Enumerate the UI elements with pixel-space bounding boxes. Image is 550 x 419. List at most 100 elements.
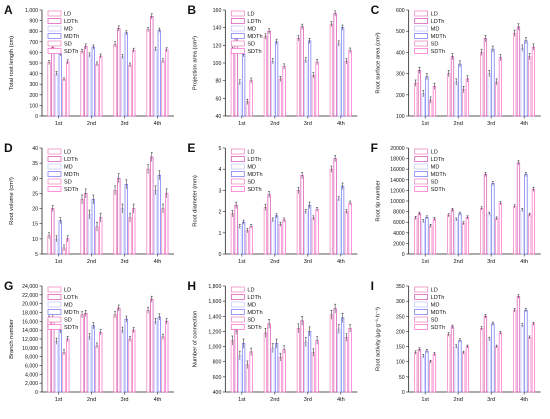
bar-MDTh-1st (58, 329, 62, 393)
panel-letter: G (4, 279, 13, 293)
panel-E: E 0 1 2 3 4 5 Root diameter (mm) 1st 2nd 3rd 4th LDL… (187, 141, 358, 265)
legend-label-LD: LD (247, 288, 254, 294)
bar-SDTh-3rd (498, 57, 503, 117)
x-tick-label: 3rd (304, 397, 312, 403)
bar-MDTh-2nd (458, 213, 462, 255)
bar-SD-1st (429, 225, 433, 255)
y-tick-label: 20,000 (22, 302, 38, 308)
legend-swatch-MD (47, 301, 62, 308)
x-tick-label: 4th (337, 259, 345, 265)
bar-LDTh-4th (150, 16, 154, 117)
bar-SD-1st (245, 364, 249, 393)
legend-swatch-SD (414, 40, 429, 47)
x-tick-label: 4th (520, 259, 528, 265)
bar-MD-2nd (271, 219, 275, 255)
bar-LDTh-1st (51, 208, 55, 255)
bar-MDTh-2nd (458, 340, 462, 393)
bar-MDTh-4th (524, 309, 528, 393)
legend-swatch-SD (230, 40, 245, 47)
x-tick-label: 1st (421, 259, 429, 265)
bar-MDTh-4th (524, 40, 528, 117)
bar-MDTh-2nd (458, 63, 462, 117)
x-tick-label: 3rd (120, 397, 128, 403)
bar-LD-1st (414, 82, 418, 117)
x-tick-label: 2nd (270, 121, 279, 127)
bar-SD-3rd (495, 346, 499, 393)
legend-label-SD: SD (247, 318, 255, 324)
bar-MDTh-1st (58, 220, 62, 255)
legend-label-SDTh: SDTh (247, 187, 261, 193)
y-tick-label: 20000 (390, 146, 405, 152)
legend-swatch-SDTh (47, 48, 62, 54)
x-tick-label: 3rd (120, 259, 128, 265)
panel-G: G 0 2,000 4,000 6,000 8,000 10,000 12,000 14,000… (4, 279, 174, 403)
y-tick-label: 18000 (390, 157, 405, 163)
legend-label-LDTh: LDTh (64, 157, 78, 163)
bar-MDTh-1st (241, 53, 246, 117)
panel-letter: B (187, 3, 196, 17)
bar-SDTh-4th (348, 328, 352, 393)
bar-SD-2nd (462, 89, 466, 117)
bar-SDTh-1st (432, 218, 437, 255)
bar-SDTh-2nd (282, 219, 286, 255)
bar-SDTh-2nd (99, 217, 103, 255)
bar-MD-1st (421, 93, 425, 117)
legend-label-MDTh: MDTh (64, 34, 79, 40)
legend-label-MDTh: MDTh (64, 310, 79, 316)
bar-MDTh-4th (524, 174, 528, 255)
y-tick-label: 1 (218, 231, 221, 237)
bar-SD-2nd (95, 63, 99, 117)
bar-LDTh-1st (417, 349, 422, 393)
bar-LDTh-3rd (483, 38, 488, 117)
bar-MD-4th (337, 328, 341, 393)
y-tick-label: 400 (396, 50, 405, 56)
bar-MD-3rd (487, 338, 491, 393)
bar-LDTh-2nd (267, 30, 271, 117)
panel-B: B 40 60 80 100 120 140 160 Projection area (cm²)… (187, 3, 358, 127)
bar-MD-4th (337, 43, 341, 117)
y-tick-label: 300 (396, 299, 405, 305)
bar-LDTh-3rd (300, 320, 304, 393)
y-axis-label: Root diameter (mm) (192, 175, 198, 227)
legend-label-SDTh: SDTh (431, 325, 445, 331)
legend-swatch-MD (414, 163, 429, 170)
bar-SD-4th (344, 211, 348, 255)
bar-SD-1st (429, 361, 433, 393)
bar-LD-3rd (113, 44, 117, 117)
bar-LD-3rd (480, 208, 484, 255)
bar-LDTh-1st (51, 47, 55, 117)
legend-swatch-LDTh (230, 156, 245, 162)
legend-label-MD: MD (64, 303, 73, 309)
legend-swatch-LD (230, 286, 245, 293)
y-tick-label: 900 (29, 19, 38, 25)
legend-swatch-MD (230, 163, 245, 170)
panel-F: F 0 2000 4000 6000 8000 10000 12000 14000 16000 18… (371, 141, 541, 265)
y-tick-label: 600 (29, 50, 38, 56)
bar-MDTh-1st (241, 343, 246, 393)
y-tick-label: 150 (396, 345, 405, 351)
bar-LDTh-2nd (450, 56, 455, 117)
bar-LDTh-2nd (267, 194, 271, 255)
y-tick-label: 25 (32, 191, 38, 197)
legend-label-MDTh: MDTh (247, 172, 262, 178)
x-tick-label: 1st (421, 397, 429, 403)
x-tick-label: 2nd (453, 259, 462, 265)
bar-MD-3rd (487, 73, 491, 117)
bar-LDTh-3rd (300, 175, 304, 255)
bar-SDTh-2nd (282, 66, 286, 117)
y-tick-label: 8000 (393, 210, 405, 216)
legend-swatch-LDTh (414, 18, 429, 24)
x-tick-label: 3rd (304, 259, 312, 265)
legend-label-LD: LD (64, 150, 71, 156)
legend-label-MDTh: MDTh (64, 172, 79, 178)
bar-LDTh-3rd (483, 174, 488, 255)
bar-SDTh-1st (432, 85, 437, 117)
legend-label-MD: MD (247, 27, 256, 33)
bar-LD-3rd (113, 314, 117, 393)
y-tick-label: 4 (218, 167, 221, 173)
legend-label-SD: SD (431, 180, 439, 186)
bar-LDTh-4th (516, 162, 521, 255)
y-tick-label: 0 (218, 252, 221, 258)
legend-label-MD: MD (64, 27, 73, 33)
